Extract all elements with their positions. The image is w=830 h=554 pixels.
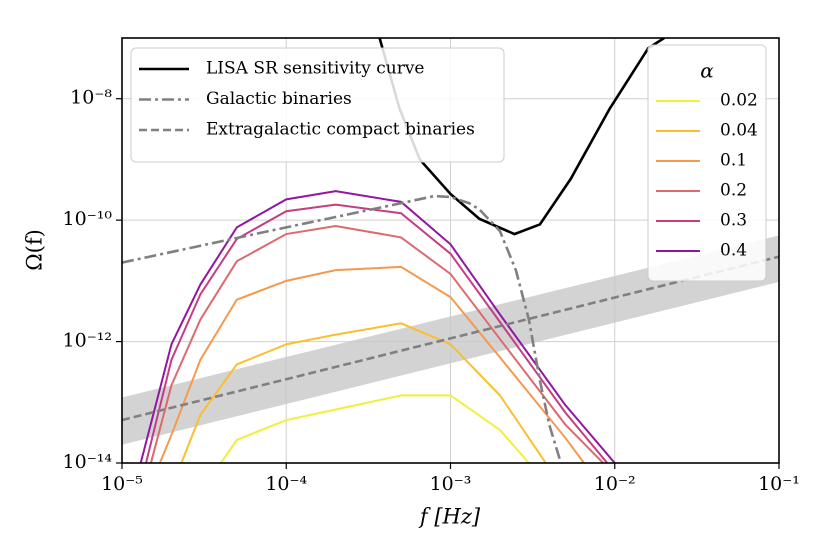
spectrum-line — [158, 265, 585, 463]
legend-label: 0.02 — [720, 91, 758, 111]
legends: LISA SR sensitivity curve Galactic binari… — [130, 44, 767, 282]
y-tick-label: 10⁻¹² — [63, 330, 112, 352]
x-axis-label: f [Hz] — [418, 505, 481, 529]
legend-label: Extragalactic compact binaries — [206, 120, 475, 140]
legend-label: 0.4 — [720, 241, 747, 261]
y-axis-label: Ω(f) — [23, 229, 47, 271]
spectrum-line — [145, 203, 609, 463]
uncertainty-band — [122, 235, 779, 445]
y-tick-label: 10⁻¹⁰ — [63, 208, 113, 230]
legend-label: 0.1 — [720, 151, 747, 171]
spectrum-line — [139, 190, 616, 463]
spectrum-line — [180, 322, 547, 463]
y-tick-label: 10⁻⁸ — [70, 87, 112, 109]
reference-line — [122, 194, 563, 463]
x-tick-label: 10⁻⁵ — [101, 473, 143, 495]
spectrum-line — [220, 394, 530, 463]
legend-label: LISA SR sensitivity curve — [206, 59, 425, 79]
x-tick-label: 10⁻² — [594, 473, 636, 495]
legend-label: Galactic binaries — [206, 89, 352, 109]
reference-line — [122, 255, 779, 422]
legend-title: α — [700, 59, 714, 83]
legend-label: 0.04 — [720, 121, 758, 141]
x-tick-label: 10⁻³ — [430, 473, 472, 495]
legend-label: 0.2 — [720, 181, 747, 201]
y-tick-label: 10⁻¹⁴ — [63, 451, 113, 473]
legend-label: 0.3 — [720, 211, 747, 231]
x-tick-label: 10⁻⁴ — [265, 473, 307, 495]
x-tick-label: 10⁻¹ — [758, 473, 800, 495]
plot-area — [122, 38, 779, 463]
legend-box — [130, 47, 505, 163]
axes: 10⁻⁵ 10⁻⁴ 10⁻³ 10⁻² 10⁻¹ 10⁻¹⁴ 10⁻¹² 10⁻¹⁰ 10⁻⁸ — [63, 87, 800, 495]
spectrum-line — [149, 225, 604, 463]
